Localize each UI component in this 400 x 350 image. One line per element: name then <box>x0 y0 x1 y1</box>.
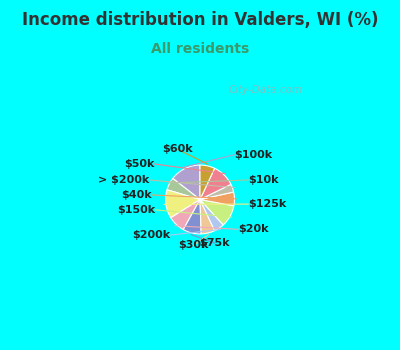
Wedge shape <box>183 199 201 234</box>
Wedge shape <box>173 165 200 199</box>
Text: Income distribution in Valders, WI (%): Income distribution in Valders, WI (%) <box>22 10 378 28</box>
Wedge shape <box>200 199 215 234</box>
Wedge shape <box>200 192 234 206</box>
Text: > $200k: > $200k <box>98 175 150 185</box>
Wedge shape <box>200 184 234 200</box>
Text: $50k: $50k <box>124 159 154 169</box>
Text: $75k: $75k <box>200 238 230 248</box>
Text: $150k: $150k <box>117 205 155 215</box>
Text: $40k: $40k <box>121 190 152 200</box>
Wedge shape <box>200 199 234 225</box>
Wedge shape <box>200 165 215 199</box>
Wedge shape <box>200 168 231 199</box>
Text: All residents: All residents <box>151 42 249 56</box>
Text: $200k: $200k <box>132 230 170 240</box>
Wedge shape <box>200 199 223 231</box>
Text: $30k: $30k <box>178 240 208 250</box>
Text: $20k: $20k <box>238 224 268 234</box>
Wedge shape <box>171 199 200 230</box>
Text: $125k: $125k <box>248 199 286 209</box>
Text: City-Data.com: City-Data.com <box>229 85 303 96</box>
Text: $10k: $10k <box>248 175 279 185</box>
Text: $60k: $60k <box>162 144 192 154</box>
Text: $100k: $100k <box>234 150 272 160</box>
Wedge shape <box>166 190 200 218</box>
Wedge shape <box>167 178 200 199</box>
